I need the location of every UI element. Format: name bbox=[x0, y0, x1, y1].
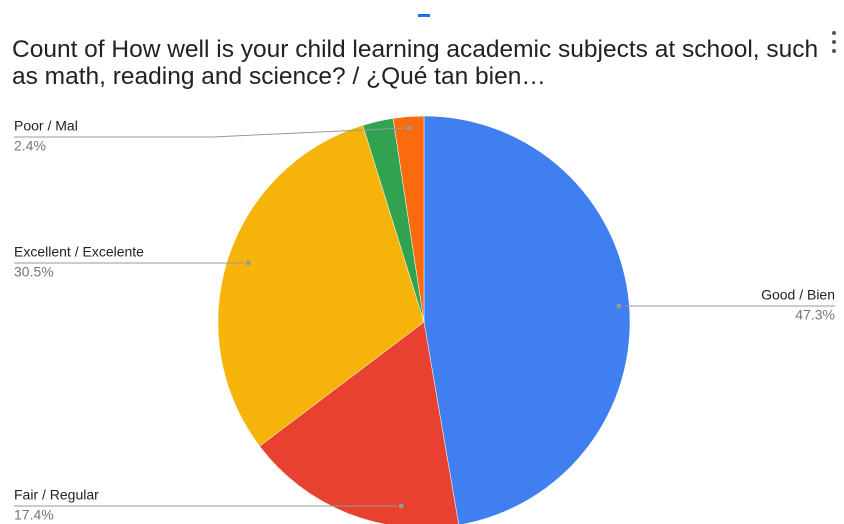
menu-dot[interactable] bbox=[832, 31, 836, 35]
pie-slice bbox=[259, 321, 459, 524]
leader-dot bbox=[245, 260, 251, 266]
menu-dot[interactable] bbox=[832, 49, 836, 53]
slice-label: Poor / Mal bbox=[14, 118, 78, 134]
leader-dot bbox=[406, 125, 412, 131]
leader-dot bbox=[616, 303, 622, 309]
slice-label: Good / Bien bbox=[761, 287, 835, 303]
slice-value-label: 2.4% bbox=[14, 138, 46, 154]
slice-value-label: 17.4% bbox=[14, 507, 54, 523]
pie-slice bbox=[217, 124, 425, 447]
tab-indicator bbox=[418, 14, 430, 17]
slice-label: Fair / Regular bbox=[14, 487, 99, 503]
menu-icon[interactable] bbox=[832, 31, 836, 53]
slice-value-label: 30.5% bbox=[14, 264, 54, 280]
pie-slice bbox=[423, 115, 631, 524]
leader-dot bbox=[398, 503, 404, 509]
chart-title: Count of How well is your child learning… bbox=[12, 36, 819, 90]
pie-slice bbox=[392, 115, 425, 323]
slice-label: Excellent / Excelente bbox=[14, 244, 144, 260]
menu-dot[interactable] bbox=[832, 40, 836, 44]
slice-value-label: 47.3% bbox=[795, 307, 835, 323]
leader-line bbox=[211, 127, 406, 138]
